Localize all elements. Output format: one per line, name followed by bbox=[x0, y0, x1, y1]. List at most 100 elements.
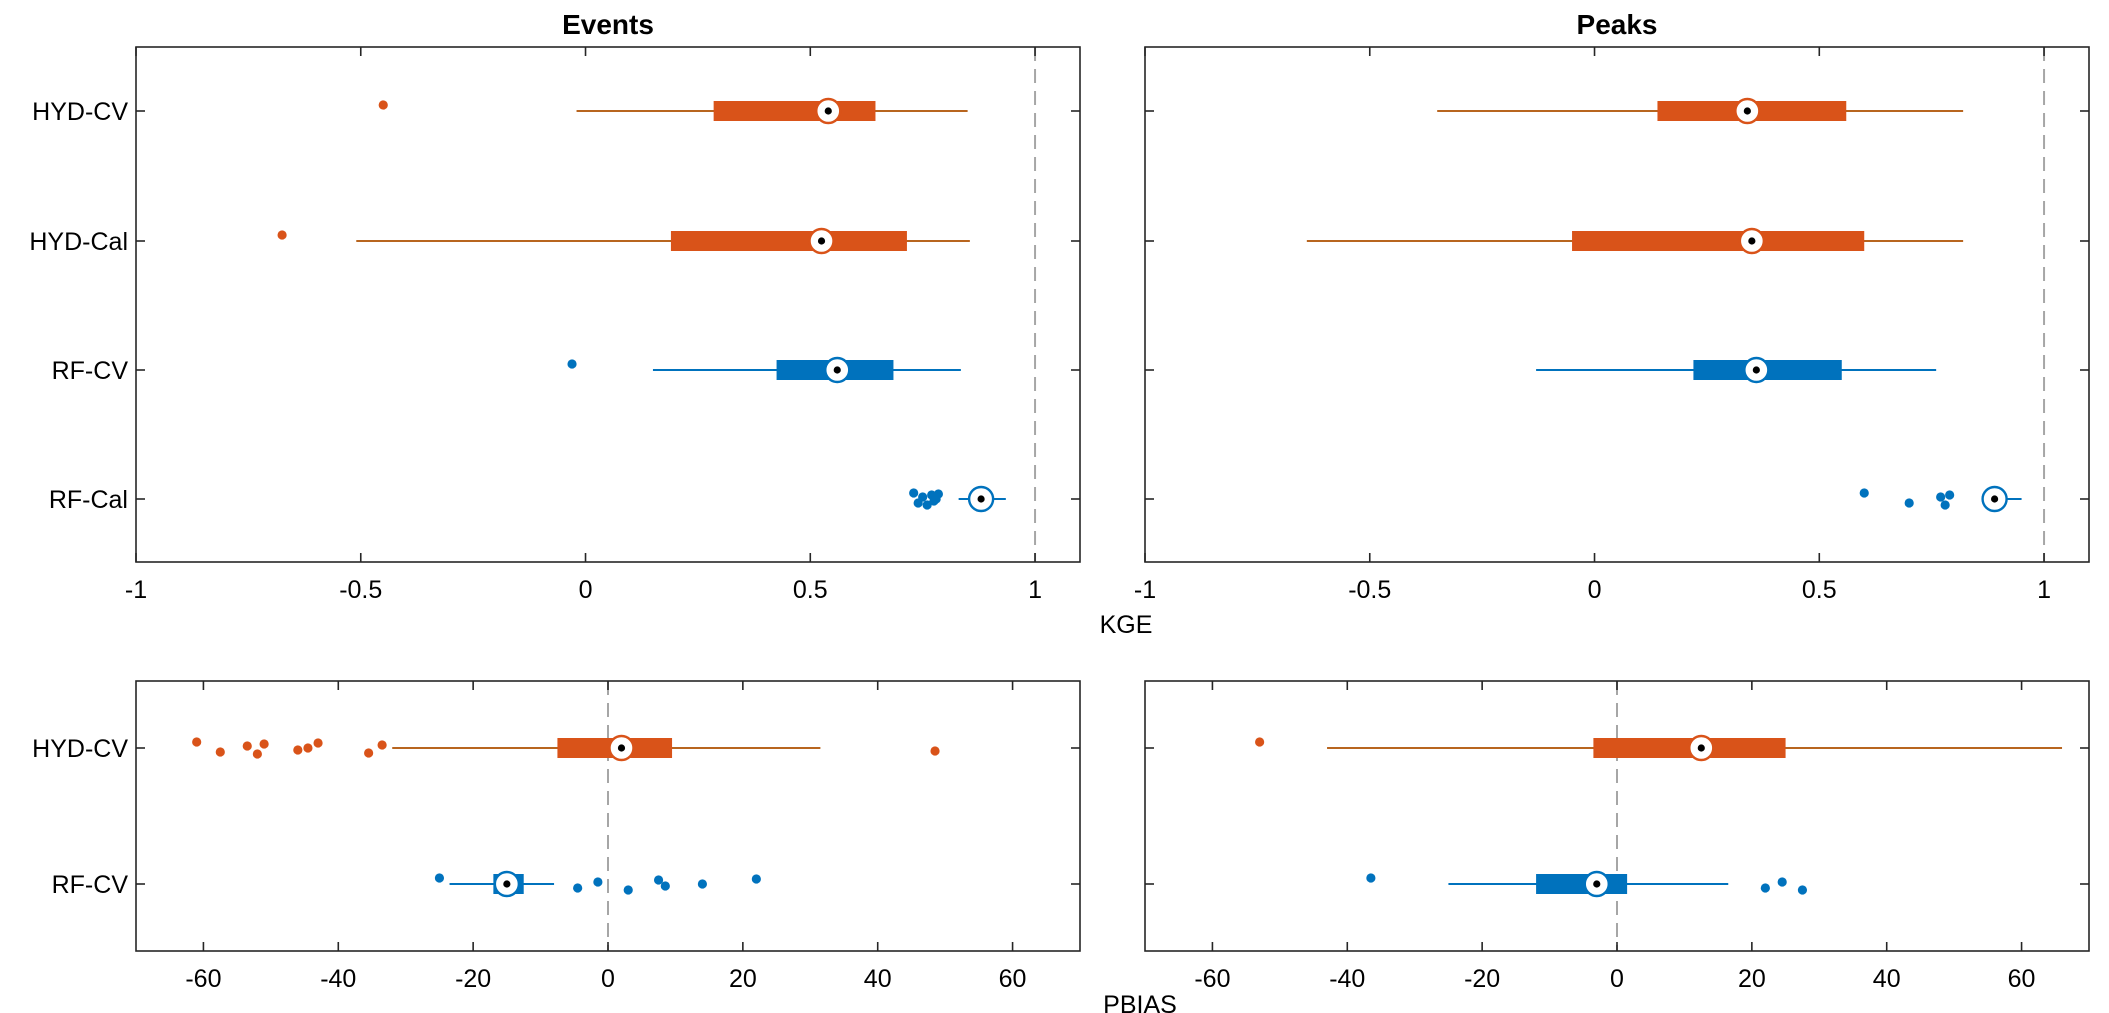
x-tick-label: -60 bbox=[1194, 965, 1230, 993]
iqr-box bbox=[1572, 231, 1865, 251]
median-dot bbox=[1748, 237, 1756, 245]
median-dot bbox=[1743, 107, 1751, 115]
category-label: RF-CV bbox=[52, 357, 129, 385]
category-label: HYD-CV bbox=[32, 98, 128, 126]
outlier-point bbox=[377, 740, 387, 750]
box-hyd-cv bbox=[1145, 97, 2089, 125]
x-tick-label: 1 bbox=[1028, 576, 1042, 604]
box-hyd-cv: HYD-CV bbox=[32, 734, 1080, 763]
category-label: HYD-CV bbox=[32, 735, 128, 763]
pbias-axis-label: PBIAS bbox=[1103, 991, 1177, 1013]
x-tick-label: 20 bbox=[1738, 965, 1766, 993]
outlier-point bbox=[293, 745, 303, 755]
category-label: RF-Cal bbox=[49, 486, 128, 514]
x-tick-label: -40 bbox=[1329, 965, 1365, 993]
outlier-point bbox=[242, 741, 252, 751]
x-tick-label: 0.5 bbox=[793, 576, 828, 604]
outlier-point bbox=[364, 748, 374, 758]
outlier-point bbox=[1859, 488, 1869, 498]
x-tick-label: -20 bbox=[455, 965, 491, 993]
panel-kge-events: Events -1 -0.5 0 0.5 1 HYD-CV HYD-Cal RF-CV RF-Ca… bbox=[29, 9, 1081, 604]
outlier-point bbox=[313, 738, 323, 748]
panel-title: Peaks bbox=[1577, 9, 1658, 40]
x-tick-label: -0.5 bbox=[339, 576, 382, 604]
outlier-point bbox=[573, 883, 583, 893]
x-tick-label: 60 bbox=[999, 965, 1027, 993]
outlier-point bbox=[1940, 500, 1950, 510]
box-rf-cv: RF-CV bbox=[52, 356, 1080, 385]
iqr-box bbox=[670, 231, 907, 251]
panels: Events -1 -0.5 0 0.5 1 HYD-CV HYD-Cal RF-CV RF-Ca… bbox=[29, 9, 2090, 993]
median-dot bbox=[503, 880, 511, 888]
outlier-point bbox=[1255, 737, 1265, 747]
box-rf-cv: RF-CV bbox=[52, 870, 1080, 899]
box-rf-cal: RF-Cal bbox=[49, 485, 1080, 514]
outlier-point bbox=[259, 739, 269, 749]
iqr-box bbox=[713, 101, 876, 121]
panel-kge-peaks: Peaks -1 -0.5 0 0.5 1 bbox=[1134, 9, 2090, 604]
outlier-point bbox=[252, 749, 262, 759]
x-tick-label: -1 bbox=[125, 576, 147, 604]
panel-title: Events bbox=[562, 9, 654, 40]
x-tick-label: -0.5 bbox=[1348, 576, 1391, 604]
x-tick-label: 0.5 bbox=[1802, 576, 1837, 604]
median-dot bbox=[1752, 366, 1760, 374]
outlier-point bbox=[378, 100, 388, 110]
axes-frame bbox=[135, 680, 1081, 952]
box-rf-cv bbox=[1145, 356, 2089, 384]
outlier-point bbox=[303, 743, 313, 753]
outlier-point bbox=[909, 488, 919, 498]
axes-frame bbox=[1144, 680, 2090, 952]
box-rf-cv bbox=[1145, 870, 2089, 898]
x-tick-label: 0 bbox=[601, 965, 615, 993]
outlier-point bbox=[930, 746, 940, 756]
outlier-point bbox=[192, 737, 202, 747]
median-dot bbox=[1593, 880, 1601, 888]
outlier-point bbox=[1904, 498, 1914, 508]
outlier-point bbox=[1945, 490, 1955, 500]
outlier-point bbox=[1760, 883, 1770, 893]
x-tick-label: 60 bbox=[2008, 965, 2036, 993]
outlier-point bbox=[1797, 885, 1808, 895]
outlier-point bbox=[751, 874, 761, 884]
axes-frame bbox=[1144, 46, 2090, 563]
x-tick-label: -60 bbox=[185, 965, 221, 993]
outlier-point bbox=[215, 747, 225, 757]
outlier-point bbox=[434, 873, 445, 883]
median-dot bbox=[833, 366, 841, 374]
outlier-point bbox=[653, 875, 664, 885]
x-tick-label: 20 bbox=[729, 965, 757, 993]
outlier-point bbox=[623, 885, 633, 895]
x-tick-label: 0 bbox=[579, 576, 593, 604]
box-hyd-cv: HYD-CV bbox=[32, 97, 1080, 126]
box-hyd-cal: HYD-Cal bbox=[29, 227, 1080, 256]
category-label: RF-CV bbox=[52, 871, 129, 899]
median-dot bbox=[817, 237, 826, 245]
outlier-point bbox=[1366, 873, 1376, 883]
outlier-point bbox=[1777, 877, 1787, 887]
outlier-point bbox=[567, 359, 577, 369]
x-tick-label: 40 bbox=[864, 965, 892, 993]
outlier-point bbox=[660, 881, 670, 891]
median-dot bbox=[824, 107, 832, 115]
x-tick-label: -40 bbox=[320, 965, 356, 993]
x-tick-label: -20 bbox=[1464, 965, 1500, 993]
x-tick-label: 0 bbox=[1610, 965, 1624, 993]
axes-frame bbox=[135, 46, 1081, 563]
box-hyd-cv bbox=[1145, 734, 2089, 762]
iqr-box bbox=[1536, 874, 1628, 894]
outlier-point bbox=[1936, 492, 1946, 502]
kge-axis-label: KGE bbox=[1100, 611, 1153, 639]
box-rf-cal bbox=[1145, 485, 2089, 513]
median-dot bbox=[1697, 744, 1705, 752]
outlier-point bbox=[277, 230, 287, 240]
outlier-point bbox=[697, 879, 708, 889]
panel-pbias-peaks: -60 -40 -20 0 20 40 60 bbox=[1144, 680, 2090, 993]
outlier-point bbox=[918, 492, 928, 502]
x-tick-label: 1 bbox=[2037, 576, 2051, 604]
box-hyd-cal bbox=[1145, 227, 2089, 255]
x-tick-label: 0 bbox=[1588, 576, 1602, 604]
category-label: HYD-Cal bbox=[29, 228, 128, 256]
median-dot bbox=[617, 744, 626, 752]
